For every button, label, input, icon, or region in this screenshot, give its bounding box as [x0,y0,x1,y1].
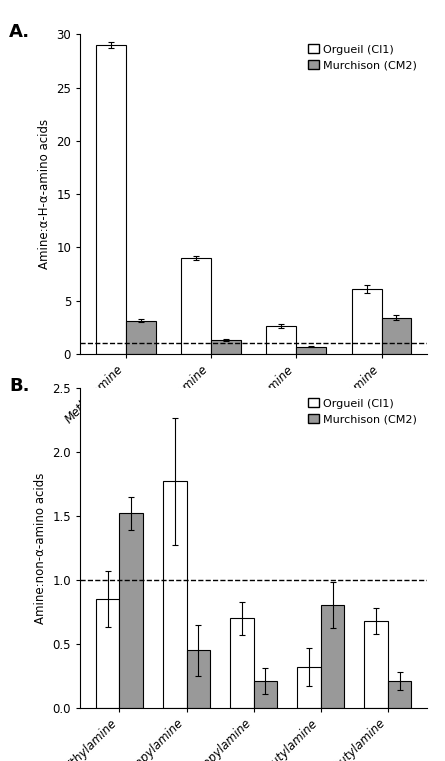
Bar [211,340,241,354]
Bar [381,317,412,354]
Bar [181,258,211,354]
Bar [267,326,296,354]
Bar [297,667,321,708]
Bar [364,621,388,708]
Bar [296,347,326,354]
Legend: Orgueil (CI1), Murchison (CM2): Orgueil (CI1), Murchison (CM2) [303,393,422,429]
Bar [126,321,156,354]
Bar [96,599,119,708]
Bar [254,681,277,708]
Bar [96,45,126,354]
Y-axis label: Amine:α-H-α-amino acids: Amine:α-H-α-amino acids [38,119,51,269]
Bar [163,482,186,708]
Bar [230,618,254,708]
Text: B.: B. [9,377,29,395]
Y-axis label: Amine:non-α-amino acids: Amine:non-α-amino acids [34,473,47,623]
Legend: Orgueil (CI1), Murchison (CM2): Orgueil (CI1), Murchison (CM2) [303,40,422,75]
Bar [321,606,344,708]
Bar [186,650,210,708]
Bar [388,681,412,708]
Text: A.: A. [9,23,30,41]
Bar [352,289,381,354]
Bar [119,514,143,708]
